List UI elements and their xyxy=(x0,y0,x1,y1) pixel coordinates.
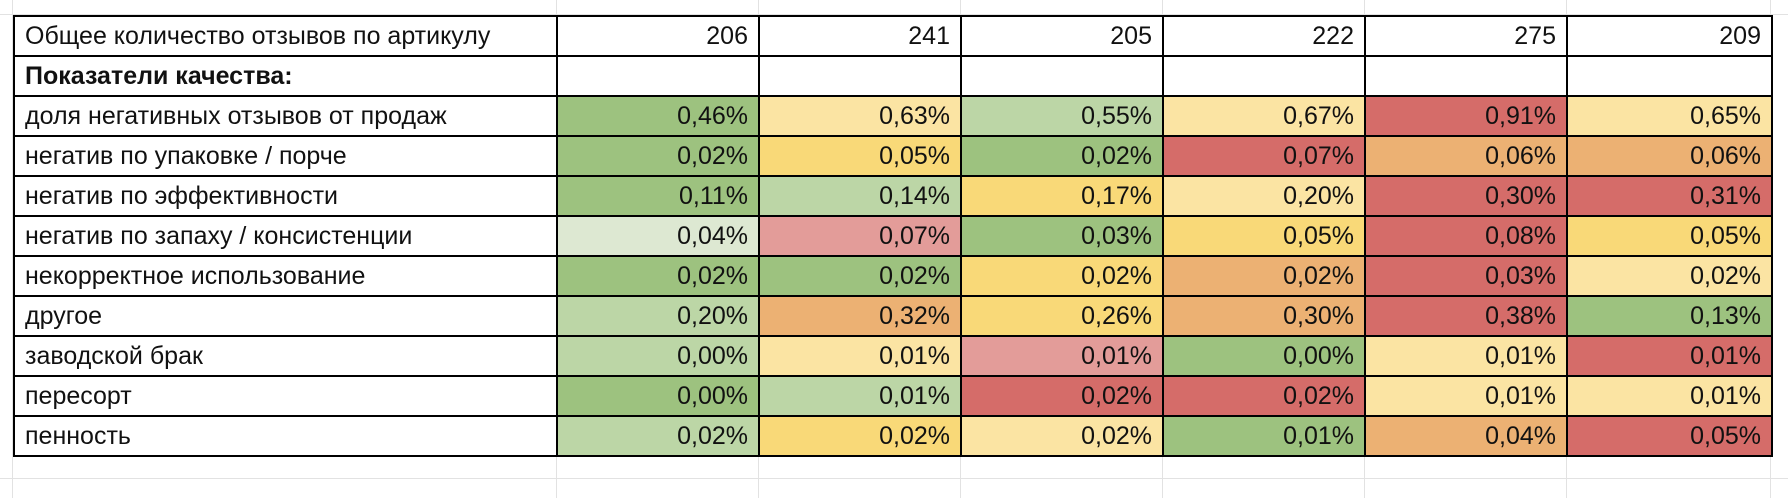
total-reviews-cell[interactable]: 275 xyxy=(1364,15,1568,57)
metric-value-cell[interactable]: 0,05% xyxy=(1162,215,1366,257)
metric-value-cell[interactable]: 0,06% xyxy=(1566,135,1773,177)
metric-value-cell[interactable]: 0,01% xyxy=(1364,335,1568,377)
metric-value-cell[interactable]: 0,30% xyxy=(1162,295,1366,337)
metric-value-cell[interactable]: 0,02% xyxy=(960,135,1164,177)
gridline xyxy=(0,14,1788,15)
metric-label-cell[interactable]: заводской брак xyxy=(13,335,558,377)
metric-value-cell[interactable]: 0,55% xyxy=(960,95,1164,137)
metric-value-cell[interactable]: 0,63% xyxy=(758,95,962,137)
metric-label-cell[interactable]: пенность xyxy=(13,415,558,457)
metric-value-cell[interactable]: 0,02% xyxy=(960,375,1164,417)
metric-row: другое 0,20% 0,32% 0,26% 0,30% 0,38% 0,13% xyxy=(13,295,1773,337)
metric-label-cell[interactable]: некорректное использование xyxy=(13,255,558,297)
metric-label-cell[interactable]: другое xyxy=(13,295,558,337)
metric-value-cell[interactable]: 0,65% xyxy=(1566,95,1773,137)
metric-value-cell[interactable]: 0,14% xyxy=(758,175,962,217)
empty-cell[interactable] xyxy=(556,55,760,97)
metric-value-cell[interactable]: 0,02% xyxy=(556,255,760,297)
metric-value-cell[interactable]: 0,08% xyxy=(1364,215,1568,257)
metric-row: доля негативных отзывов от продаж 0,46% 0,… xyxy=(13,95,1773,137)
metric-label-cell[interactable]: пересорт xyxy=(13,375,558,417)
empty-cell[interactable] xyxy=(1566,55,1773,97)
metric-value-cell[interactable]: 0,03% xyxy=(1364,255,1568,297)
metric-value-cell[interactable]: 0,20% xyxy=(556,295,760,337)
metric-value-cell[interactable]: 0,02% xyxy=(1566,255,1773,297)
metric-value-cell[interactable]: 0,04% xyxy=(556,215,760,257)
metric-value-cell[interactable]: 0,46% xyxy=(556,95,760,137)
metric-label-cell[interactable]: негатив по запаху / консистенции xyxy=(13,215,558,257)
metric-row: пенность 0,02% 0,02% 0,02% 0,01% 0,04% 0,05% xyxy=(13,415,1773,457)
table-body: Общее количество отзывов по артикулу 206… xyxy=(13,15,1773,457)
metric-value-cell[interactable]: 0,00% xyxy=(1162,335,1366,377)
metric-value-cell[interactable]: 0,02% xyxy=(556,135,760,177)
metric-value-cell[interactable]: 0,07% xyxy=(758,215,962,257)
metric-value-cell[interactable]: 0,02% xyxy=(960,415,1164,457)
metric-value-cell[interactable]: 0,01% xyxy=(1566,375,1773,417)
metric-value-cell[interactable]: 0,03% xyxy=(960,215,1164,257)
metric-value-cell[interactable]: 0,06% xyxy=(1364,135,1568,177)
metric-value-cell[interactable]: 0,01% xyxy=(758,375,962,417)
metric-value-cell[interactable]: 0,02% xyxy=(556,415,760,457)
empty-cell[interactable] xyxy=(758,55,962,97)
metric-value-cell[interactable]: 0,32% xyxy=(758,295,962,337)
metric-value-cell[interactable]: 0,91% xyxy=(1364,95,1568,137)
metric-value-cell[interactable]: 0,01% xyxy=(1364,375,1568,417)
metric-row: негатив по эффективности 0,11% 0,14% 0,17% 0… xyxy=(13,175,1773,217)
total-reviews-cell[interactable]: 241 xyxy=(758,15,962,57)
metric-value-cell[interactable]: 0,20% xyxy=(1162,175,1366,217)
metric-value-cell[interactable]: 0,05% xyxy=(758,135,962,177)
metric-value-cell[interactable]: 0,00% xyxy=(556,335,760,377)
metric-value-cell[interactable]: 0,00% xyxy=(556,375,760,417)
metric-value-cell[interactable]: 0,26% xyxy=(960,295,1164,337)
total-reviews-cell[interactable]: 222 xyxy=(1162,15,1366,57)
metric-row: некорректное использование 0,02% 0,02% 0,02… xyxy=(13,255,1773,297)
total-reviews-label[interactable]: Общее количество отзывов по артикулу xyxy=(13,15,558,57)
metric-value-cell[interactable]: 0,05% xyxy=(1566,215,1773,257)
metric-value-cell[interactable]: 0,02% xyxy=(1162,375,1366,417)
empty-cell[interactable] xyxy=(960,55,1164,97)
metric-label-cell[interactable]: негатив по эффективности xyxy=(13,175,558,217)
total-reviews-cell[interactable]: 209 xyxy=(1566,15,1773,57)
gridline xyxy=(0,478,1788,479)
metric-value-cell[interactable]: 0,11% xyxy=(556,175,760,217)
metric-row: заводской брак 0,00% 0,01% 0,01% 0,00% 0,01% 0… xyxy=(13,335,1773,377)
metric-value-cell[interactable]: 0,30% xyxy=(1364,175,1568,217)
metric-row: негатив по запаху / консистенции 0,04% 0,0… xyxy=(13,215,1773,257)
metric-value-cell[interactable]: 0,13% xyxy=(1566,295,1773,337)
empty-cell[interactable] xyxy=(1162,55,1366,97)
metric-value-cell[interactable]: 0,02% xyxy=(758,415,962,457)
metric-value-cell[interactable]: 0,04% xyxy=(1364,415,1568,457)
metric-value-cell[interactable]: 0,02% xyxy=(1162,255,1366,297)
metric-value-cell[interactable]: 0,02% xyxy=(758,255,962,297)
metric-row: негатив по упаковке / порче 0,02% 0,05% 0,0… xyxy=(13,135,1773,177)
quality-table: Общее количество отзывов по артикулу 206… xyxy=(13,15,1773,457)
metric-label-cell[interactable]: доля негативных отзывов от продаж xyxy=(13,95,558,137)
section-header-row: Показатели качества: xyxy=(13,55,1773,97)
metric-value-cell[interactable]: 0,01% xyxy=(758,335,962,377)
total-reviews-row: Общее количество отзывов по артикулу 206… xyxy=(13,15,1773,57)
metric-value-cell[interactable]: 0,01% xyxy=(1566,335,1773,377)
metric-value-cell[interactable]: 0,05% xyxy=(1566,415,1773,457)
empty-cell[interactable] xyxy=(1364,55,1568,97)
metric-value-cell[interactable]: 0,01% xyxy=(1162,415,1366,457)
total-reviews-cell[interactable]: 206 xyxy=(556,15,760,57)
gridline xyxy=(12,0,13,498)
metric-value-cell[interactable]: 0,38% xyxy=(1364,295,1568,337)
metric-value-cell[interactable]: 0,02% xyxy=(960,255,1164,297)
metric-value-cell[interactable]: 0,07% xyxy=(1162,135,1366,177)
metric-row: пересорт 0,00% 0,01% 0,02% 0,02% 0,01% 0,01% xyxy=(13,375,1773,417)
metric-label-cell[interactable]: негатив по упаковке / порче xyxy=(13,135,558,177)
metric-value-cell[interactable]: 0,01% xyxy=(960,335,1164,377)
total-reviews-cell[interactable]: 205 xyxy=(960,15,1164,57)
metric-value-cell[interactable]: 0,17% xyxy=(960,175,1164,217)
section-header-cell[interactable]: Показатели качества: xyxy=(13,55,558,97)
metric-value-cell[interactable]: 0,31% xyxy=(1566,175,1773,217)
metric-value-cell[interactable]: 0,67% xyxy=(1162,95,1366,137)
